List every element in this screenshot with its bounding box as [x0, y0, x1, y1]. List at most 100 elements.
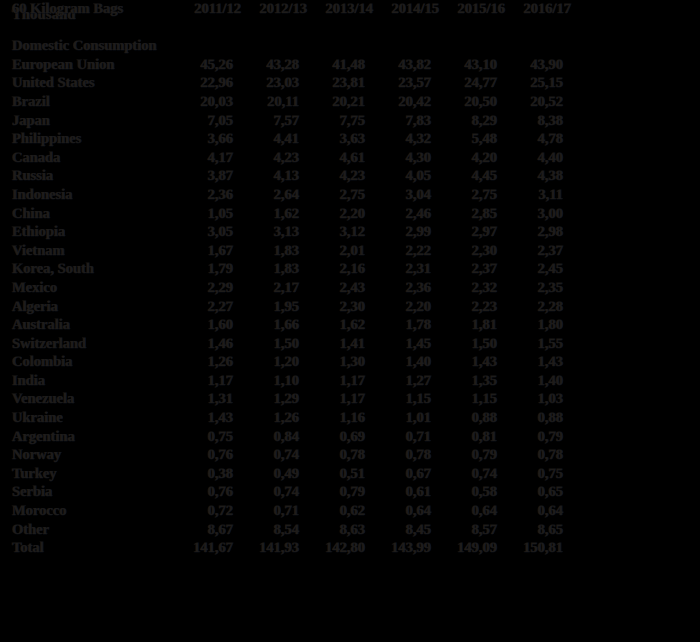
- row-value: 3,00: [537, 205, 563, 222]
- table-row: Switzerland 1,46 1,50 1,41 1,45 1,50 1,55: [0, 335, 700, 354]
- row-value: 20,50: [464, 93, 497, 110]
- row-value: 4,23: [273, 149, 299, 166]
- row-value: 0,38: [207, 465, 233, 482]
- row-value: 4,41: [273, 131, 299, 148]
- row-value: 3,05: [207, 224, 233, 241]
- row-value: 45,26: [200, 56, 233, 73]
- table-row: Serbia 0,76 0,74 0,79 0,61 0,58 0,65: [0, 483, 700, 502]
- row-value: 4,23: [339, 168, 365, 185]
- row-value: 1,95: [273, 298, 299, 315]
- row-value: 1,31: [207, 391, 233, 408]
- row-spacer: [571, 428, 700, 447]
- row-value: 23,81: [332, 75, 365, 92]
- row-label: Korea, South: [12, 261, 94, 278]
- table-row: Brazil 20,03 20,11 20,21 20,42 20,50 20,52: [0, 93, 700, 112]
- row-value: 0,84: [273, 428, 299, 445]
- row-value: 1,40: [537, 372, 563, 389]
- row-value: 0,81: [471, 428, 497, 445]
- row-value: 8,45: [405, 521, 431, 538]
- row-value: 2,75: [339, 186, 365, 203]
- table-row: India 1,17 1,10 1,17 1,27 1,35 1,40: [0, 372, 700, 391]
- row-value: 2,37: [471, 261, 497, 278]
- row-value: 1,17: [339, 372, 365, 389]
- row-value: 7,83: [405, 112, 431, 129]
- row-value: 1,46: [207, 335, 233, 352]
- table-row: Australia 1,60 1,66 1,62 1,78 1,81 1,80: [0, 316, 700, 335]
- table-header: 60 Kilogram Bags 2011/12 2012/13 2013/14…: [0, 0, 700, 56]
- row-label: Venezuela: [12, 391, 75, 408]
- row-value: 1,35: [471, 372, 497, 389]
- row-label: Turkey: [12, 465, 57, 482]
- row-label: Brazil: [12, 93, 50, 110]
- row-value: 1,62: [273, 205, 299, 222]
- table-row: European Union 45,26 43,28 41,48 43,82 43,10 4…: [0, 56, 700, 75]
- row-spacer: [571, 260, 700, 279]
- row-value: 8,63: [339, 521, 365, 538]
- row-value: 2,35: [537, 279, 563, 296]
- row-value: 1,80: [537, 317, 563, 334]
- section-title-spacer: [175, 37, 700, 56]
- row-value: 0,74: [471, 465, 497, 482]
- row-value: 142,80: [325, 540, 365, 557]
- row-value: 0,76: [207, 447, 233, 464]
- row-value: 141,67: [193, 540, 233, 557]
- row-label: Switzerland: [12, 335, 87, 352]
- table-row: Ethiopia 3,05 3,13 3,12 2,99 2,97 2,98: [0, 223, 700, 242]
- row-value: 0,74: [273, 447, 299, 464]
- row-value: 20,21: [332, 93, 365, 110]
- row-value: 1,29: [273, 391, 299, 408]
- row-value: 1,15: [471, 391, 497, 408]
- row-value: 0,79: [471, 447, 497, 464]
- row-value: 2,43: [339, 279, 365, 296]
- row-value: 2,36: [207, 186, 233, 203]
- column-header-2011-12: 2011/12: [194, 1, 241, 17]
- row-value: 1,43: [537, 354, 563, 371]
- row-spacer: [571, 298, 700, 317]
- row-value: 2,31: [405, 261, 431, 278]
- row-value: 20,03: [200, 93, 233, 110]
- row-spacer: [571, 167, 700, 186]
- row-value: 1,78: [405, 317, 431, 334]
- table-row: Argentina 0,75 0,84 0,69 0,71 0,81 0,79: [0, 428, 700, 447]
- row-value: 1,30: [339, 354, 365, 371]
- table-row: Colombia 1,26 1,20 1,30 1,40 1,43 1,43: [0, 353, 700, 372]
- table-row: Algeria 2,27 1,95 2,30 2,20 2,23 2,28: [0, 298, 700, 317]
- row-value: 2,46: [405, 205, 431, 222]
- table-row: Indonesia 2,36 2,64 2,75 3,04 2,75 3,11: [0, 186, 700, 205]
- row-spacer: [571, 465, 700, 484]
- consumption-table: 60 Kilogram Bags 2011/12 2012/13 2013/14…: [0, 0, 700, 557]
- row-value: 3,13: [273, 224, 299, 241]
- row-label: Norway: [12, 447, 62, 464]
- section-title-row: Domestic Consumption: [0, 37, 700, 56]
- row-spacer: [571, 130, 700, 149]
- row-value: 2,17: [273, 279, 299, 296]
- row-value: 0,75: [537, 465, 563, 482]
- row-value: 2,32: [471, 279, 497, 296]
- table-row: Venezuela 1,31 1,29 1,17 1,15 1,15 1,03: [0, 390, 700, 409]
- row-value: 8,67: [207, 521, 233, 538]
- row-value: 0,51: [339, 465, 365, 482]
- column-header-2014-15: 2014/15: [391, 1, 439, 17]
- header-gap-cell: [0, 19, 700, 38]
- row-value: 141,93: [259, 540, 299, 557]
- table-row: United States 22,96 23,03 23,81 23,57 24,77 25…: [0, 74, 700, 93]
- row-spacer: [571, 74, 700, 93]
- row-value: 5,48: [471, 131, 497, 148]
- row-value: 2,22: [405, 242, 431, 259]
- row-label: Australia: [12, 317, 70, 334]
- row-value: 4,17: [207, 149, 233, 166]
- row-value: 3,66: [207, 131, 233, 148]
- row-value: 0,71: [405, 428, 431, 445]
- row-value: 2,29: [207, 279, 233, 296]
- table-row: Japan 7,05 7,57 7,75 7,83 8,29 8,38: [0, 112, 700, 131]
- row-value: 1,17: [339, 391, 365, 408]
- row-value: 8,29: [471, 112, 497, 129]
- row-value: 1,26: [273, 410, 299, 427]
- row-spacer: [571, 446, 700, 465]
- column-header-row: 60 Kilogram Bags 2011/12 2012/13 2013/14…: [0, 0, 700, 19]
- row-spacer: [571, 242, 700, 261]
- row-value: 4,05: [405, 168, 431, 185]
- row-value: 1,27: [405, 372, 431, 389]
- table-row: Ukraine 1,43 1,26 1,16 1,01 0,88 0,88: [0, 409, 700, 428]
- row-value: 1,15: [405, 391, 431, 408]
